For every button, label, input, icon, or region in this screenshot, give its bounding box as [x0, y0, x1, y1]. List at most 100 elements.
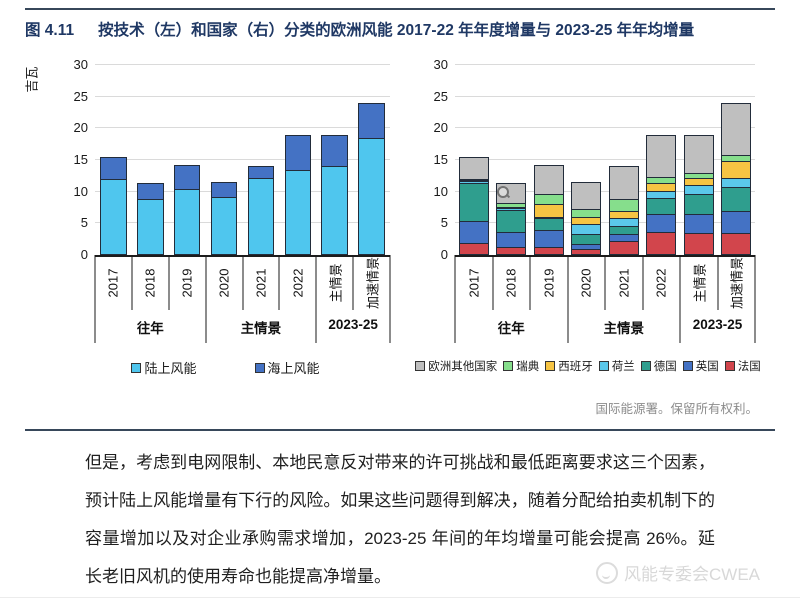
x-tick-label: 2019 — [179, 268, 195, 297]
bar-column-2019 — [530, 65, 568, 255]
y-tick-label: 25 — [73, 88, 88, 104]
legend-swatch-icon — [545, 361, 556, 371]
attribution: 国际能源署。保留所有权利。 — [595, 402, 758, 416]
bar-segment-德国 — [571, 233, 602, 244]
stacked-bar — [247, 165, 275, 255]
bar-segment-瑞典 — [683, 172, 714, 178]
axis-divider-line — [717, 255, 718, 310]
bar-segment-瑞典 — [721, 154, 752, 162]
bar-segment-海上风能 — [137, 182, 164, 200]
axis-divider-line — [242, 255, 243, 310]
y-tick-label: 0 — [80, 247, 88, 262]
x-tick-cell: 2021 — [243, 255, 280, 310]
group-label: 往年 — [136, 321, 164, 336]
legend-item: 荷兰 — [598, 358, 635, 374]
x-tick-label: 2020 — [578, 268, 594, 297]
legend-label: 英国 — [695, 361, 719, 373]
x-tick-label: 2017 — [466, 268, 482, 297]
bar-segment-欧洲其他国家 — [646, 135, 677, 178]
bar-segment-西班牙 — [721, 161, 752, 178]
watermark: 风能专委会CWEA — [596, 560, 760, 585]
bar-segment-欧洲其他国家 — [458, 156, 489, 179]
x-tick-cell: 2022 — [279, 255, 316, 310]
gridline — [95, 95, 390, 97]
bar-segment-海上风能 — [284, 135, 312, 170]
group-label: 主情景 — [603, 321, 645, 336]
gridline — [95, 159, 390, 160]
bar-segment-西班牙 — [533, 203, 564, 218]
legend-label: 欧洲其他国家 — [428, 361, 498, 373]
bar-column-主情景 — [680, 65, 718, 255]
stacked-bar — [721, 103, 752, 255]
bar-segment-陆上风能 — [100, 179, 127, 255]
bar-segment-荷兰 — [683, 184, 714, 194]
bar-segment-西班牙 — [683, 177, 714, 185]
bar-segment-陆上风能 — [247, 177, 275, 255]
bar-segment-法国 — [496, 246, 527, 255]
zoom-cursor-icon — [497, 186, 511, 200]
chart-by-technology: 0 5 10 15 20 25 30 2017 2018 2019 2020 2021 2022 主情景… — [57, 57, 391, 376]
bar-segment-荷兰 — [608, 217, 639, 226]
bar-segment-海上风能 — [210, 181, 238, 197]
stacked-bar — [683, 134, 714, 255]
x-tick-cell: 2019 — [169, 255, 206, 310]
stacked-bar — [358, 103, 385, 255]
gridline — [95, 222, 390, 224]
x-tick-label: 2018 — [142, 268, 158, 297]
x-axis-area: 2017 2018 2019 2020 2021 2022 主情景 加速情景 往年 主情景 2023… — [94, 255, 391, 345]
stacked-bar — [571, 181, 602, 255]
group-label: 2023-25 — [692, 317, 743, 332]
bar-segment-法国 — [571, 249, 602, 255]
bar-segment-瑞典 — [533, 194, 564, 204]
axis-divider-line — [754, 255, 756, 343]
x-tick-cell: 2018 — [493, 255, 531, 310]
legend-item: 德国 — [640, 358, 677, 374]
legend-item: 英国 — [682, 358, 719, 374]
y-tick-label: 15 — [433, 152, 448, 167]
legend-swatch-icon — [503, 361, 514, 371]
bar-column-2018 — [493, 65, 531, 255]
legend-swatch-icon — [254, 362, 265, 373]
bar-column-2021 — [605, 65, 643, 255]
bar-segment-海上风能 — [247, 165, 275, 178]
x-tick-label: 加速情景 — [729, 256, 745, 309]
gridline — [95, 64, 390, 65]
axis-divider-line — [131, 255, 133, 310]
legend-swatch-icon — [415, 361, 426, 371]
y-axis: 0 5 10 15 20 25 30 — [57, 57, 91, 262]
legend-item: 瑞典 — [503, 358, 539, 374]
y-tick-label: 10 — [73, 183, 88, 199]
bar-column-2017 — [95, 65, 132, 255]
bar-column-2022 — [643, 65, 681, 255]
x-tick-cell: 2017 — [95, 255, 132, 310]
legend-label: 荷兰 — [611, 361, 635, 373]
axis-divider-line — [94, 255, 96, 343]
bar-segment-英国 — [608, 234, 639, 242]
x-axis-area: 2017 2018 2019 2020 2021 2022 主情景 加速情景 往年 主情景 2023… — [454, 255, 756, 345]
y-axis-unit-label: 吉瓦 — [24, 66, 40, 93]
stacked-bar — [173, 165, 201, 255]
bar-column-加速情景 — [353, 65, 390, 255]
bar-segment-德国 — [533, 218, 564, 231]
bar-segment-欧洲其他国家 — [571, 181, 602, 210]
legend-item: 海上风能 — [254, 358, 320, 377]
bar-segment-德国 — [496, 210, 527, 233]
x-tick-label: 2021 — [253, 268, 269, 297]
x-tick-cell: 主情景 — [316, 255, 353, 310]
gridline — [95, 190, 390, 192]
plot-area — [95, 64, 390, 257]
figure-number: 图 4.11 — [25, 22, 75, 39]
bar-segment-陆上风能 — [321, 166, 348, 255]
y-tick-label: 25 — [433, 88, 448, 104]
cursor-handle — [505, 193, 511, 199]
legend-item: 欧洲其他国家 — [415, 358, 497, 374]
stacked-bar — [458, 156, 489, 255]
bar-segment-瑞典 — [458, 178, 489, 180]
legend-swatch-icon — [682, 361, 693, 371]
bar-segment-欧洲其他国家 — [533, 165, 564, 195]
x-tick-cell: 主情景 — [680, 255, 718, 310]
x-tick-cell: 2020 — [206, 255, 243, 310]
bar-segment-西班牙 — [458, 179, 489, 181]
bar-column-2019 — [169, 65, 206, 255]
